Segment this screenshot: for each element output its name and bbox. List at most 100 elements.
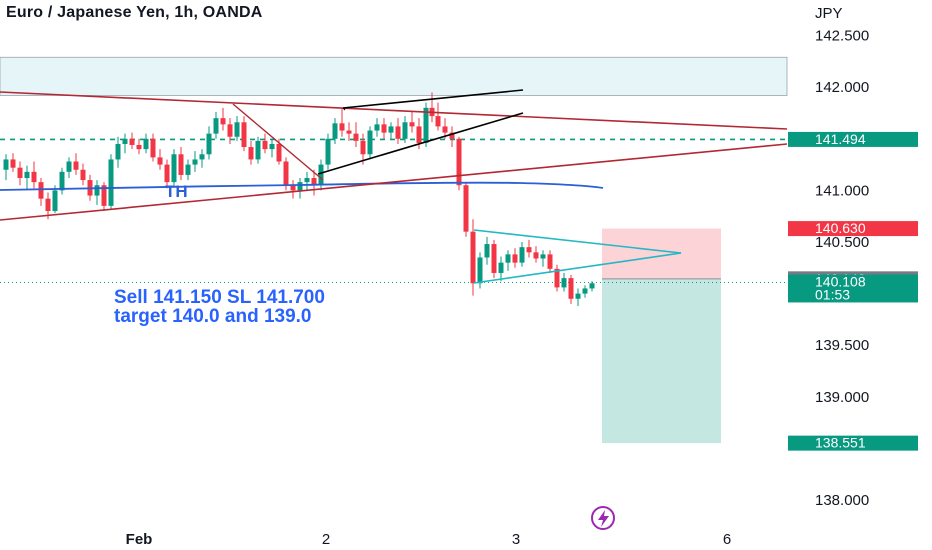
candle-body <box>346 130 352 134</box>
candle-body <box>3 159 9 170</box>
candle-body <box>248 147 254 160</box>
candle-body <box>395 126 401 139</box>
candle-body <box>262 140 268 150</box>
currency-label: JPY <box>815 5 843 22</box>
candle-body <box>290 185 296 191</box>
lower-trend-line <box>0 143 788 221</box>
candle-body <box>402 122 408 139</box>
x-tick-label: Feb <box>126 531 153 548</box>
y-tick-label: 138.000 <box>815 492 869 509</box>
y-tick-label: 141.000 <box>815 182 869 199</box>
candle-body <box>505 254 511 263</box>
candle-body <box>456 138 462 186</box>
candle-body <box>491 244 497 273</box>
candle-body <box>38 182 44 199</box>
candle-body <box>157 157 163 165</box>
price-badge-value: 140.630 <box>815 220 866 236</box>
candle-body <box>568 278 574 299</box>
candle-body <box>101 185 107 206</box>
upper-trend-line <box>0 91 788 130</box>
candle-body <box>339 123 345 131</box>
wedge-upper-line <box>342 89 524 109</box>
candle-body <box>449 132 455 139</box>
price-badge-141494: 141.494 <box>788 131 918 147</box>
candle-body <box>519 247 525 263</box>
candle-body <box>136 144 142 150</box>
price-axis: JPY 142.500 142.000 141.000 140.500 139.500 13… <box>126 5 918 548</box>
resistance-zone <box>0 56 788 96</box>
candle-body <box>129 138 135 145</box>
price-badge-countdown: 01:53 <box>815 286 850 302</box>
candle-body <box>360 140 366 155</box>
lightning-icon-ring <box>591 506 615 530</box>
candle-body <box>213 118 219 134</box>
candle-body <box>283 161 289 186</box>
candle-body <box>554 268 560 288</box>
candle-body <box>540 254 546 259</box>
falling-trend-line <box>232 103 324 181</box>
candle-body <box>80 169 86 181</box>
candle-body <box>318 164 324 186</box>
price-badge-138551: 138.551 <box>788 435 918 451</box>
candle-body <box>311 178 317 186</box>
candle-body <box>582 288 588 294</box>
take-profit-zone <box>602 278 721 444</box>
annotation-line-2: target 140.0 and 139.0 <box>114 306 312 327</box>
candle-body <box>220 118 226 125</box>
price-badge-bg <box>788 221 918 237</box>
price-badge-bg <box>788 274 918 303</box>
price-badge-value: 141.494 <box>815 131 866 147</box>
x-tick-label: 6 <box>723 531 731 548</box>
candle-body <box>234 122 240 137</box>
candle-body <box>388 126 394 133</box>
candle-body <box>227 124 233 137</box>
candle-body <box>17 167 23 179</box>
y-tick-label: 139.000 <box>815 389 869 406</box>
stop-loss-zone <box>602 228 721 279</box>
candle-body <box>178 154 184 175</box>
price-badge-value: 140.108 <box>815 273 866 289</box>
candle-body <box>45 198 51 212</box>
pennant-upper-line <box>473 229 682 254</box>
candle-body <box>115 143 121 160</box>
candle-body <box>108 159 114 206</box>
moving-average-line <box>0 181 604 191</box>
candle-body <box>164 164 170 183</box>
candle-body <box>143 138 149 150</box>
candle-body <box>66 161 72 172</box>
y-tick-label: 140.500 <box>815 234 869 251</box>
candle-body <box>442 126 448 133</box>
candle-body <box>381 124 387 133</box>
candle-body <box>367 130 373 155</box>
candle-body <box>325 138 331 165</box>
price-badge-bg <box>788 131 918 147</box>
trade-annotation: Sell 141.150 SL 141.700 target 140.0 and… <box>114 288 325 326</box>
candle-body <box>206 133 212 155</box>
candle-body <box>31 171 37 183</box>
candle-body <box>255 140 261 160</box>
candle-body <box>332 123 338 139</box>
candle-body <box>533 252 539 259</box>
candle-body <box>470 231 476 284</box>
candle-body <box>297 182 303 191</box>
candle-body <box>276 143 282 162</box>
candle-body <box>10 159 16 168</box>
x-tick-label: 3 <box>512 531 520 548</box>
candle-body <box>589 283 595 289</box>
candles-group <box>3 92 595 306</box>
y-tick-label: 139.500 <box>815 337 869 354</box>
price-badge-bg <box>788 435 918 451</box>
chart-title: Euro / Japanese Yen, 1h, OANDA <box>6 4 263 21</box>
candle-body <box>435 116 441 127</box>
candle-body <box>24 171 30 179</box>
candle-body <box>575 293 581 299</box>
candle-body <box>73 161 79 170</box>
pennant-lower-line <box>473 252 682 284</box>
price-badge-value: 138.551 <box>815 435 866 451</box>
candle-body <box>199 154 205 160</box>
y-tick-label: 142.500 <box>815 28 869 45</box>
annotation-line-1: Sell 141.150 SL 141.700 <box>114 287 325 308</box>
candle-body <box>374 124 380 131</box>
